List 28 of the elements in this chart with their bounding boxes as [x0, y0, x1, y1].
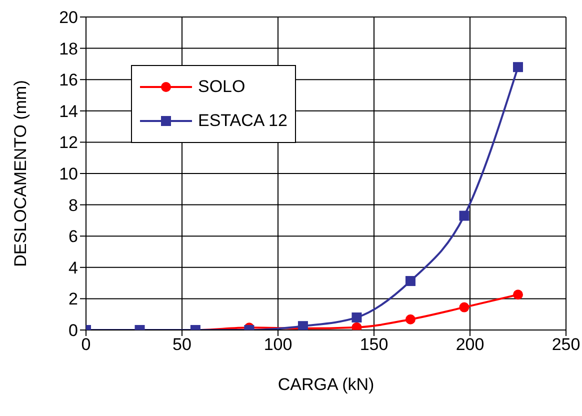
legend-label: SOLO: [198, 77, 246, 97]
y-tick-label: 8: [68, 196, 78, 215]
y-tick-label: 6: [68, 227, 78, 246]
y-tick-label: 16: [59, 70, 78, 90]
y-tick-label: 4: [68, 258, 78, 278]
point: [459, 302, 470, 312]
x-axis-title: CARGA (kN): [278, 375, 374, 394]
x-tick-label: 200: [456, 335, 484, 354]
point: [405, 314, 416, 324]
point: [513, 290, 523, 300]
y-tick-label: 14: [59, 102, 78, 121]
x-tick-label: 0: [81, 335, 91, 354]
x-tick-label: 50: [172, 335, 192, 354]
x-tick-label: 100: [264, 335, 292, 354]
point: [405, 276, 416, 286]
y-tick-label: 10: [59, 164, 78, 184]
y-tick-label: 12: [59, 133, 78, 152]
x-tick-label: 150: [360, 335, 388, 354]
y-tick-label: 20: [59, 8, 78, 28]
point: [459, 210, 470, 221]
y-tick-label: 0: [68, 321, 78, 340]
y-axis-title: DESLOCAMENTO (mm): [11, 80, 30, 267]
point: [513, 62, 523, 72]
x-tick-label: 250: [552, 335, 580, 354]
y-tick-label: 18: [59, 39, 78, 58]
y-tick-label: 2: [68, 290, 78, 309]
legend-label: ESTACA 12: [198, 111, 288, 131]
point: [352, 312, 362, 322]
